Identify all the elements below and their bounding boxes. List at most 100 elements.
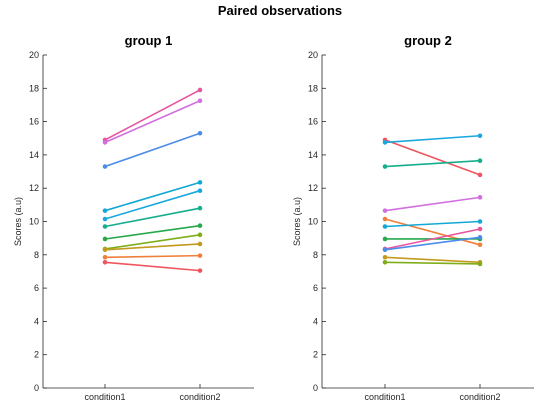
data-point [477,195,483,200]
series-line [104,243,201,251]
series-line [104,100,201,144]
y-tick-label: 8 [34,250,39,260]
series [382,235,483,253]
series-line [104,224,201,240]
y-tick-label: 14 [308,150,318,160]
data-point [197,188,203,193]
y-tick-label: 16 [29,117,39,127]
y-axis-label: Scores (a.u) [292,197,302,246]
series [382,259,483,267]
y-tick-label: 6 [34,283,39,293]
data-point [382,208,388,213]
y-tick-label: 2 [34,350,39,360]
series-line [384,228,481,250]
series-line [384,139,481,176]
series [102,188,203,222]
series-line [384,134,481,144]
data-point [477,261,483,267]
data-point [102,247,108,253]
series [102,223,203,242]
x-tick-label: condition1 [364,392,405,402]
y-tick-label: 10 [29,217,39,227]
data-point [102,164,108,169]
data-point [382,224,388,229]
y-tick-label: 4 [313,316,318,326]
series-line [384,218,481,246]
data-point [382,247,388,253]
x-tick-label: condition1 [84,392,125,402]
series [382,158,483,169]
data-point [197,130,203,136]
data-point [382,259,388,265]
data-point [382,140,388,145]
series [102,98,203,145]
series-line [104,181,201,212]
data-point [477,235,483,240]
series-line [384,236,481,251]
series-line [384,159,481,168]
data-point [477,158,483,164]
series-line [384,220,481,228]
data-point [102,208,108,213]
data-point [477,242,483,248]
x-tick-label: condition2 [459,392,500,402]
series [382,219,483,229]
series-line [384,196,481,212]
series [102,205,203,229]
data-point [197,268,203,273]
y-tick-label: 10 [308,217,318,227]
y-tick-label: 2 [313,350,318,360]
series-line [104,207,201,228]
panel-group-1: group 1 0 2 4 6 8 10 12 14 16 18 20 condition1 condit… [13,33,254,402]
series-line [104,189,201,220]
y-axis-label: Scores (a.u) [13,197,23,246]
y-tick-label: 18 [308,83,318,93]
data-point [102,140,108,145]
data-point [382,216,388,222]
series [382,137,483,178]
series [102,130,203,169]
panel-title: group 1 [125,33,173,48]
figure-title: Paired observations [218,3,342,18]
y-tick-label: 14 [29,150,39,160]
data-point [197,98,203,104]
data-point [197,180,203,185]
data-point [197,241,203,247]
x-tick-label: condition2 [179,392,220,402]
series [102,241,203,253]
y-tick-label: 16 [308,117,318,127]
y-tick-label: 20 [308,50,318,60]
y-tick-label: 12 [29,183,39,193]
y-tick-label: 12 [308,183,318,193]
series-line [384,261,481,265]
series-line [384,256,481,264]
data-point [197,205,203,211]
series [102,180,203,213]
y-tick-label: 0 [34,383,39,393]
panel-group-2: group 2 0 2 4 6 8 10 12 14 16 18 20 condition1 condit… [292,33,534,402]
series [382,216,483,248]
y-tick-label: 8 [313,250,318,260]
data-point [102,216,108,222]
y-tick-label: 4 [34,316,39,326]
series [102,259,203,273]
series-line [104,234,201,250]
panel-title: group 2 [404,33,452,48]
data-point [382,254,388,260]
data-point [477,219,483,224]
y-tick-label: 0 [313,383,318,393]
data-point [102,224,108,229]
series [382,195,483,213]
data-point [197,253,203,258]
y-tick-label: 20 [29,50,39,60]
series [102,87,203,143]
y-tick-label: 18 [29,83,39,93]
series-line [104,261,201,272]
data-point [477,133,483,139]
data-point [197,87,203,93]
series [382,133,483,145]
data-point [477,226,483,232]
data-point [102,254,108,260]
series-line [104,254,201,259]
